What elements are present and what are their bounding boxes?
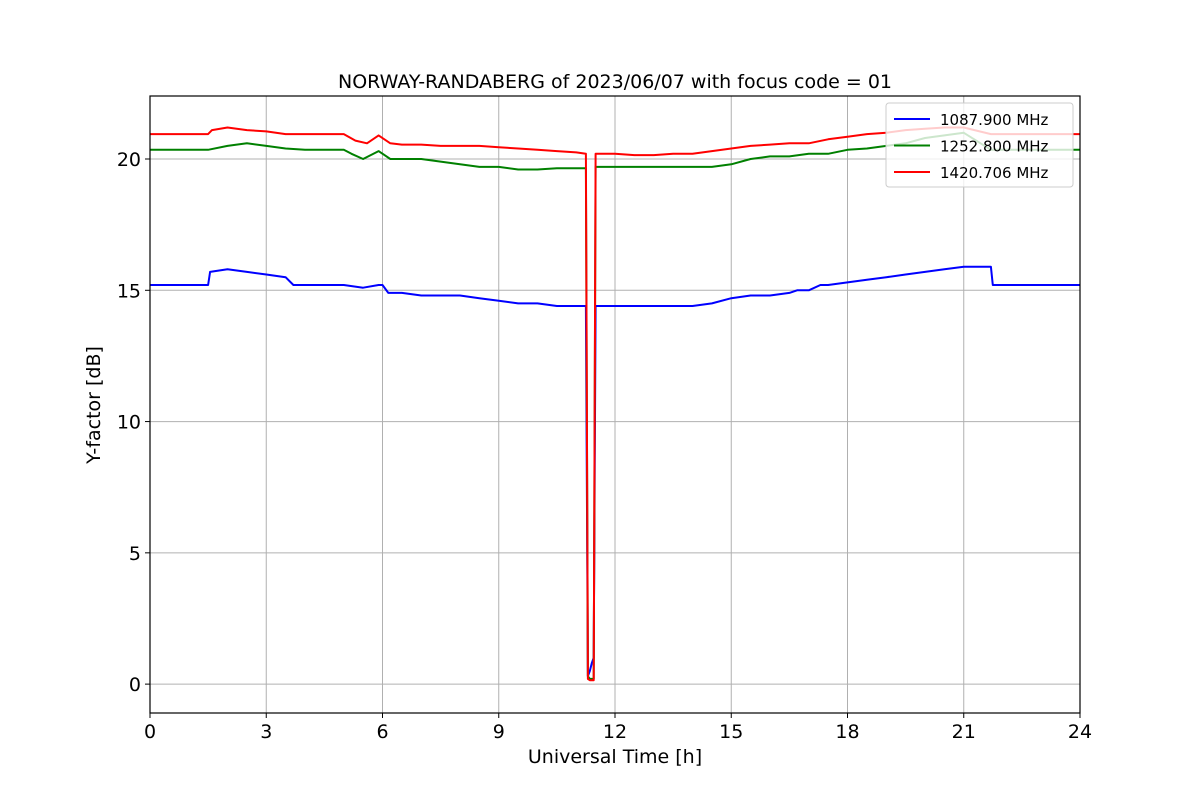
legend-label: 1087.900 MHz: [940, 111, 1049, 129]
x-tick-label: 0: [144, 721, 156, 743]
x-axis-label: Universal Time [h]: [528, 746, 702, 768]
legend: 1087.900 MHz 1252.800 MHz 1420.706 MHz: [885, 102, 1074, 188]
x-tick-label: 18: [835, 721, 859, 743]
x-tick-label: 21: [952, 721, 976, 743]
series-line-2: [150, 126, 1080, 682]
y-axis-label: Y-factor [dB]: [83, 346, 105, 465]
y-tick-label: 20: [117, 149, 141, 171]
chart-title: NORWAY-RANDABERG of 2023/06/07 with focu…: [338, 71, 892, 93]
x-tick-label: 6: [376, 721, 388, 743]
series-lines: [150, 126, 1080, 682]
y-tick-label: 5: [129, 543, 141, 565]
x-tick-label: 24: [1068, 721, 1092, 743]
y-tick-label: 15: [117, 280, 141, 302]
x-tick-label: 12: [603, 721, 627, 743]
legend-label: 1420.706 MHz: [940, 164, 1049, 182]
legend-label: 1252.800 MHz: [940, 138, 1049, 156]
y-tick-label: 0: [129, 674, 141, 696]
series-line-1: [150, 131, 1080, 680]
x-tick-label: 15: [719, 721, 743, 743]
axis-ticks: 0 3 6 9 12 15 18 21 24 0 5 10 15 20: [117, 149, 1092, 743]
x-tick-label: 3: [260, 721, 272, 743]
legend-box: [885, 102, 1074, 188]
y-tick-label: 10: [117, 412, 141, 434]
x-tick-label: 9: [493, 721, 505, 743]
